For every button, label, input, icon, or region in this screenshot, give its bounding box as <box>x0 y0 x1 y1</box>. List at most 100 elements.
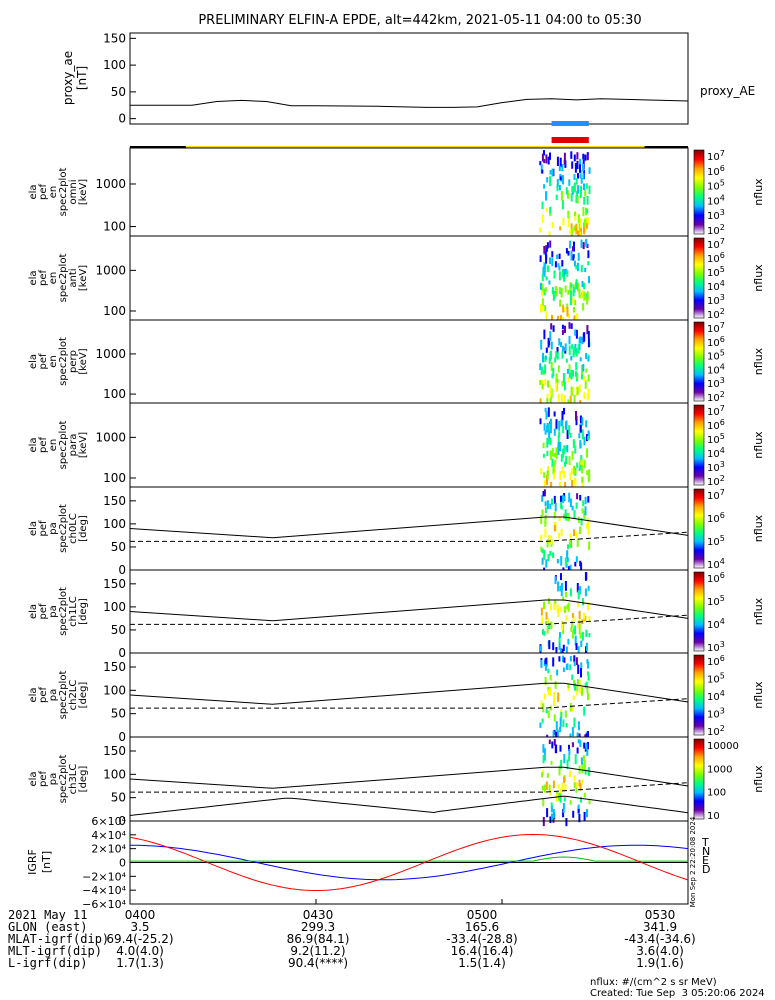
colorbar-tick-ch2LC: 105 <box>707 672 725 686</box>
spec-cell <box>540 546 543 552</box>
spec-cell <box>575 556 578 563</box>
spec-cell <box>562 596 565 601</box>
spectrogram-cells-anti <box>539 238 590 326</box>
igrf-tick-label: 2×10⁴ <box>91 843 126 856</box>
spec-cell <box>543 271 546 277</box>
spec-cell <box>573 655 576 663</box>
spec-cell <box>579 440 582 449</box>
spec-cell <box>541 153 544 162</box>
spec-cell <box>584 226 587 233</box>
spec-cell <box>577 230 580 239</box>
spec-cell <box>546 539 549 548</box>
colorbar-label-ch3LC: nflux <box>752 765 765 793</box>
spec-cell <box>560 606 563 612</box>
spec-cell <box>541 214 544 223</box>
spec-cell <box>583 291 586 301</box>
colorbar-tick-ch1LC: 106 <box>707 571 725 585</box>
ephem-value: 299.3 <box>301 920 335 934</box>
spec-cell <box>572 439 575 448</box>
ylabel-ch2LC: [deg] <box>78 682 89 709</box>
spec-cell <box>587 374 590 382</box>
spec-cell <box>571 344 574 350</box>
spec-cell <box>585 223 588 229</box>
igrf-side-label: Mon Sep 2 22:20:08 2024 <box>689 816 697 907</box>
spec-cell <box>558 765 561 776</box>
spec-cell <box>555 454 558 460</box>
spec-cell <box>576 685 579 693</box>
ylabel-ch0LC: ela <box>28 521 39 536</box>
spec-cell <box>568 744 570 751</box>
spec-cell <box>549 240 552 248</box>
spec-cell <box>573 174 576 180</box>
spec-cell <box>544 305 547 312</box>
igrf-curve-E <box>130 856 688 862</box>
spec-cell <box>551 458 554 468</box>
spec-cell <box>545 347 548 353</box>
spec-cell <box>561 324 564 330</box>
spec-cell <box>585 642 588 651</box>
chart-title: PRELIMINARY ELFIN-A EPDE, alt=442km, 202… <box>198 13 641 28</box>
spec-cell <box>556 254 559 260</box>
ephem-row-label-4: L-igrf(dip) <box>8 956 88 970</box>
spec-cell <box>545 781 548 790</box>
ylabel-omni: en <box>48 186 59 199</box>
spec-cell <box>572 297 575 304</box>
spec-cell <box>574 561 577 567</box>
spec-cell <box>541 548 544 554</box>
spec-cell <box>575 690 578 696</box>
spec-cell <box>566 429 569 439</box>
loss-cone-line-ch3LC <box>129 766 689 789</box>
spec-cell <box>542 703 545 713</box>
spec-cell <box>585 239 588 246</box>
spec-cell <box>549 385 552 392</box>
spec-cell <box>555 288 558 297</box>
spec-cell <box>546 808 549 818</box>
spec-cell <box>549 550 552 556</box>
spec-cell <box>586 517 589 528</box>
spec-cell <box>572 810 575 818</box>
anti-loss-cone-line-ch0LC <box>130 531 689 542</box>
spec-cell <box>576 747 579 754</box>
spec-cell <box>581 281 584 288</box>
spec-cell <box>542 442 545 449</box>
spec-cell <box>564 557 567 566</box>
spec-cell <box>576 462 579 468</box>
spec-cell <box>582 303 585 311</box>
ylabel-anti: en <box>48 272 59 285</box>
spec-cell <box>546 422 549 433</box>
spec-cell <box>561 582 564 590</box>
ylabel-anti: ela <box>28 270 39 285</box>
ylabel-ch3LC: [deg] <box>78 766 89 793</box>
spec-cell <box>541 169 544 174</box>
spec-cell <box>549 426 552 434</box>
spec-cell <box>563 495 566 501</box>
spec-cell <box>581 508 584 514</box>
spec-cell <box>558 637 561 644</box>
spec-cell <box>569 240 572 249</box>
spec-cell <box>574 329 577 336</box>
spec-cell <box>548 784 551 791</box>
spec-cell <box>575 411 577 421</box>
spec-cell <box>568 749 571 756</box>
ephem-value: 0500 <box>467 908 498 922</box>
ylabel-ch1LC: ela <box>28 604 39 619</box>
ylabel-ch0LC: pef <box>38 520 49 537</box>
spec-cell <box>573 717 576 728</box>
panel-frame-ch1LC <box>129 569 689 654</box>
spec-cell <box>574 299 577 306</box>
spec-cell <box>574 445 577 454</box>
spec-cell <box>559 176 562 181</box>
spec-cell <box>549 816 552 824</box>
spec-cell <box>579 336 582 344</box>
spec-cell <box>564 509 567 519</box>
spec-cell <box>580 294 583 299</box>
spec-cell <box>567 218 570 228</box>
spec-cell <box>575 362 578 371</box>
colorbar-tick-anti: 106 <box>707 251 725 265</box>
spec-cell <box>582 242 585 250</box>
spec-cell <box>555 447 558 457</box>
spec-cell <box>557 435 560 444</box>
spec-cell <box>565 646 568 655</box>
spec-cell <box>579 686 582 694</box>
spec-cell <box>577 664 580 674</box>
